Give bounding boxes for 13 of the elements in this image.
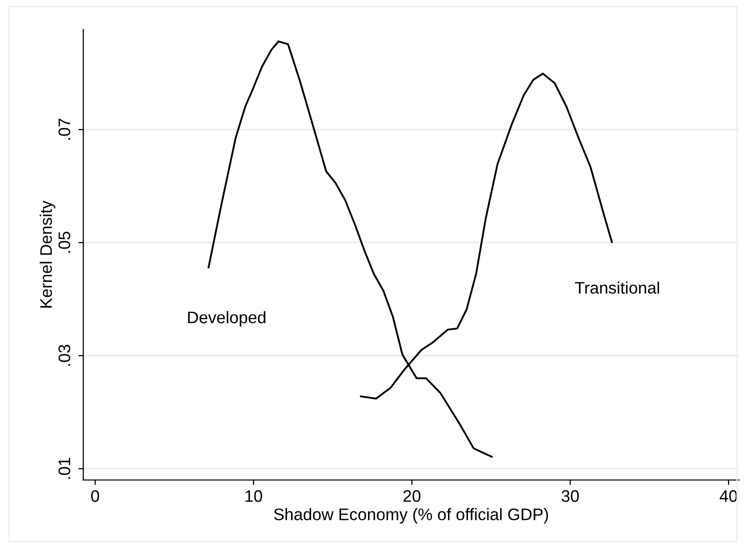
y-tick-label: .01 (58, 458, 70, 479)
y-tick-label: .05 (58, 232, 70, 253)
x-tick-label: 0 (91, 490, 100, 502)
y-axis-title: Kernel Density (40, 200, 56, 308)
x-tick-label: 30 (562, 490, 579, 502)
x-tick-label: 20 (403, 490, 420, 502)
text: Developed (188, 311, 266, 327)
x-tick-label: 10 (246, 490, 262, 502)
text: Transitional (575, 281, 660, 294)
y-tick-label: .07 (58, 118, 70, 140)
x-axis-title: Shadow Economy (% of official GDP) (274, 508, 548, 524)
y-tick-label: .03 (58, 344, 70, 366)
x-tick-label: 40 (720, 490, 738, 502)
